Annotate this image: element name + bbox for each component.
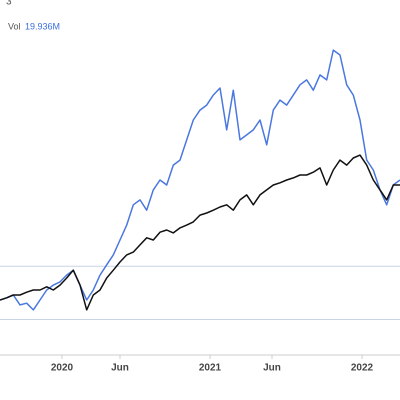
x-tick-label: 2021 <box>199 363 222 374</box>
top-text: 3 <box>6 0 12 8</box>
volume-value: 19.936M <box>25 21 60 31</box>
x-tick-label: Jun <box>263 363 281 374</box>
series-line <box>0 154 400 311</box>
x-tick-label: 2020 <box>51 363 74 374</box>
volume-label: Vol <box>8 21 21 31</box>
series-line <box>0 49 400 311</box>
x-tick-label: 2022 <box>351 363 374 374</box>
x-tick-label: Jun <box>111 363 129 374</box>
